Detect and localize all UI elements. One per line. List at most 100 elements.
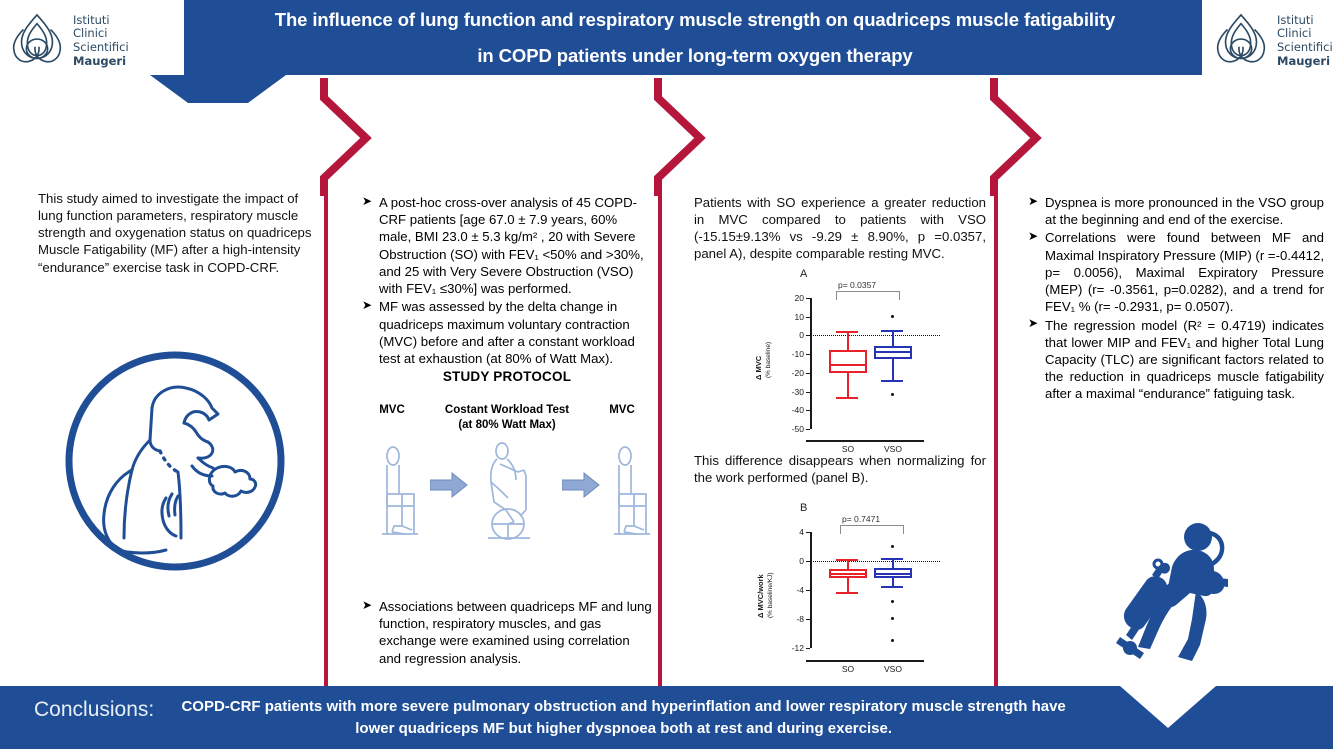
column-methods: ➤ A post-hoc cross-over analysis of 45 C… bbox=[362, 194, 652, 562]
panel-a-y-axis bbox=[810, 298, 812, 429]
panel-a-ytick-5: -30 bbox=[791, 386, 804, 397]
panel-a-letter: A bbox=[800, 268, 808, 280]
logo-line-2: Clinici bbox=[1277, 26, 1312, 41]
logo-line-4: Maugeri bbox=[73, 53, 127, 68]
protocol-title: STUDY PROTOCOL bbox=[442, 369, 572, 385]
chart-panel-b: B Δ MVC/work (% baseline/KJ) p= 0.7471 4… bbox=[756, 500, 960, 678]
column-conclusions-points: ➤ Dyspnea is more pronounced in the VSO … bbox=[1028, 194, 1324, 404]
panel-b-y-axis bbox=[810, 532, 812, 648]
panel-a-ytick-3: -10 bbox=[791, 349, 804, 360]
panel-b-ytick-0: 4 bbox=[799, 527, 804, 537]
divider-rule-2 bbox=[658, 190, 662, 686]
panel-a-xtick-vso: VSO bbox=[884, 444, 902, 454]
protocol-step-0-label: MVC bbox=[379, 404, 405, 417]
conclusions-band: Conclusions: COPD-CRF patients with more… bbox=[0, 686, 1333, 749]
chevron-connector-2 bbox=[654, 78, 706, 196]
panel-a-ytick-4: -20 bbox=[791, 367, 804, 378]
arrow-bullet-icon: ➤ bbox=[362, 297, 373, 312]
arrow-right-icon bbox=[430, 472, 468, 499]
panel-a-ytick-2: 0 bbox=[799, 330, 804, 341]
divider-rule-1 bbox=[324, 190, 328, 686]
logo-right: Istituti Clinici Scientifici Maugeri bbox=[1212, 5, 1333, 77]
panel-b-zero-line bbox=[810, 561, 940, 562]
panel-b-pvalue: p= 0.7471 bbox=[842, 514, 881, 524]
arrow-bullet-icon: ➤ bbox=[1028, 316, 1039, 331]
list-item: ➤ Dyspnea is more pronounced in the VSO … bbox=[1028, 194, 1324, 228]
panel-a-xtick-so: SO bbox=[841, 444, 855, 454]
logo-left: Istituti Clinici Scientifici Maugeri bbox=[8, 5, 129, 77]
list-item: ➤ Correlations were found between MF and… bbox=[1028, 229, 1324, 315]
logo-right-text: Istituti Clinici Scientifici Maugeri bbox=[1277, 12, 1333, 68]
column-aim: This study aimed to investigate the impa… bbox=[38, 190, 318, 276]
breathless-patient-illustration bbox=[62, 348, 288, 574]
patient-with-oxygen-trolley-illustration bbox=[1110, 505, 1240, 665]
methods-bullet-1: MF was assessed by the delta change in q… bbox=[379, 299, 635, 366]
column-results-a: Patients with SO experience a greater re… bbox=[694, 194, 986, 263]
seated-person-icon bbox=[614, 446, 650, 536]
cycling-person-icon bbox=[488, 442, 530, 541]
logo-line-1: Istituti bbox=[73, 12, 110, 27]
arrow-right-icon bbox=[562, 472, 600, 499]
list-item: ➤ A post-hoc cross-over analysis of 45 C… bbox=[362, 194, 652, 297]
panel-a-zero-line bbox=[810, 335, 940, 337]
findings-bullet-0: Dyspnea is more pronounced in the VSO gr… bbox=[1045, 195, 1324, 228]
analysis-bullet-list: ➤ Associations between quadriceps MF and… bbox=[362, 598, 652, 667]
findings-bullet-list: ➤ Dyspnea is more pronounced in the VSO … bbox=[1028, 194, 1324, 403]
panel-a-outlier bbox=[891, 392, 894, 396]
panel-b-xtick-vso: VSO bbox=[884, 664, 902, 674]
study-protocol-diagram: MVC Costant Workload Test (at 80% Watt M… bbox=[362, 392, 652, 562]
findings-bullet-2: The regression model (R² = 0.4719) indic… bbox=[1045, 317, 1324, 402]
panel-a-pvalue: p= 0.0357 bbox=[838, 280, 877, 290]
analysis-bullet-0: Associations between quadriceps MF and l… bbox=[379, 599, 652, 666]
logo-line-2: Clinici bbox=[73, 26, 108, 41]
panel-b-ytick-3: -8 bbox=[796, 614, 804, 624]
panel-a-bracket bbox=[836, 291, 900, 300]
panel-b-outlier bbox=[891, 616, 894, 620]
maugeri-lotus-icon bbox=[1216, 13, 1266, 63]
divider-rule-3 bbox=[994, 190, 998, 686]
protocol-step-2-label: MVC bbox=[609, 404, 635, 417]
panel-a-ylabel-units: (% baseline) bbox=[765, 341, 772, 378]
panel-b-bracket bbox=[840, 525, 904, 534]
arrow-bullet-icon: ➤ bbox=[362, 597, 373, 612]
panel-a-ytick-1: 10 bbox=[794, 311, 804, 322]
results-paragraph-mid: This difference disappears when normaliz… bbox=[694, 453, 986, 486]
panel-b-outlier bbox=[891, 600, 894, 604]
column-results-b-text: This difference disappears when normaliz… bbox=[694, 452, 986, 486]
protocol-step-1-sublabel: (at 80% Watt Max) bbox=[458, 419, 556, 432]
panel-b-x-axis bbox=[806, 660, 924, 662]
panel-b-ytick-1: 0 bbox=[799, 556, 804, 566]
panel-a-ytick-6: -40 bbox=[791, 405, 804, 416]
list-item: ➤ Associations between quadriceps MF and… bbox=[362, 598, 652, 667]
aim-text: This study aimed to investigate the impa… bbox=[38, 191, 312, 275]
arrow-bullet-icon: ➤ bbox=[1028, 228, 1039, 243]
logo-line-4: Maugeri bbox=[1277, 53, 1331, 68]
panel-a-outlier bbox=[891, 315, 894, 319]
panel-a-x-axis bbox=[806, 440, 924, 442]
conclusions-text: COPD-CRF patients with more severe pulmo… bbox=[181, 698, 1066, 737]
logo-line-1: Istituti bbox=[1277, 12, 1314, 27]
list-item: ➤ The regression model (R² = 0.4719) ind… bbox=[1028, 316, 1324, 403]
logo-left-text: Istituti Clinici Scientifici Maugeri bbox=[73, 12, 129, 68]
chevron-connector-1 bbox=[320, 78, 372, 196]
arrow-bullet-icon: ➤ bbox=[362, 193, 373, 208]
panel-b-ytick-4: -12 bbox=[791, 643, 804, 653]
chevron-connector-3 bbox=[990, 78, 1042, 196]
header-band bbox=[184, 0, 1202, 75]
panel-b-outlier bbox=[891, 639, 894, 643]
list-item: ➤ MF was assessed by the delta change in… bbox=[362, 298, 652, 367]
maugeri-lotus-icon bbox=[12, 13, 62, 63]
conclusions-label: Conclusions: bbox=[34, 698, 155, 722]
panel-a-ylabel: Δ MVC bbox=[754, 355, 763, 380]
panel-b-xtick-so: SO bbox=[841, 664, 855, 674]
methods-bullet-list: ➤ A post-hoc cross-over analysis of 45 C… bbox=[362, 194, 652, 367]
logo-line-3: Scientifici bbox=[1277, 40, 1333, 54]
panel-b-ytick-2: -4 bbox=[796, 585, 804, 595]
panel-b-ylabel-units: (% baseline/KJ) bbox=[767, 572, 774, 618]
methods-bullet-0: A post-hoc cross-over analysis of 45 COP… bbox=[379, 195, 644, 297]
panel-b-letter: B bbox=[800, 502, 808, 514]
panel-a-ytick-0: 20 bbox=[794, 293, 804, 303]
panel-b-ylabel: Δ MVC/work bbox=[756, 574, 765, 618]
column-methods-analysis: ➤ Associations between quadriceps MF and… bbox=[362, 598, 652, 668]
